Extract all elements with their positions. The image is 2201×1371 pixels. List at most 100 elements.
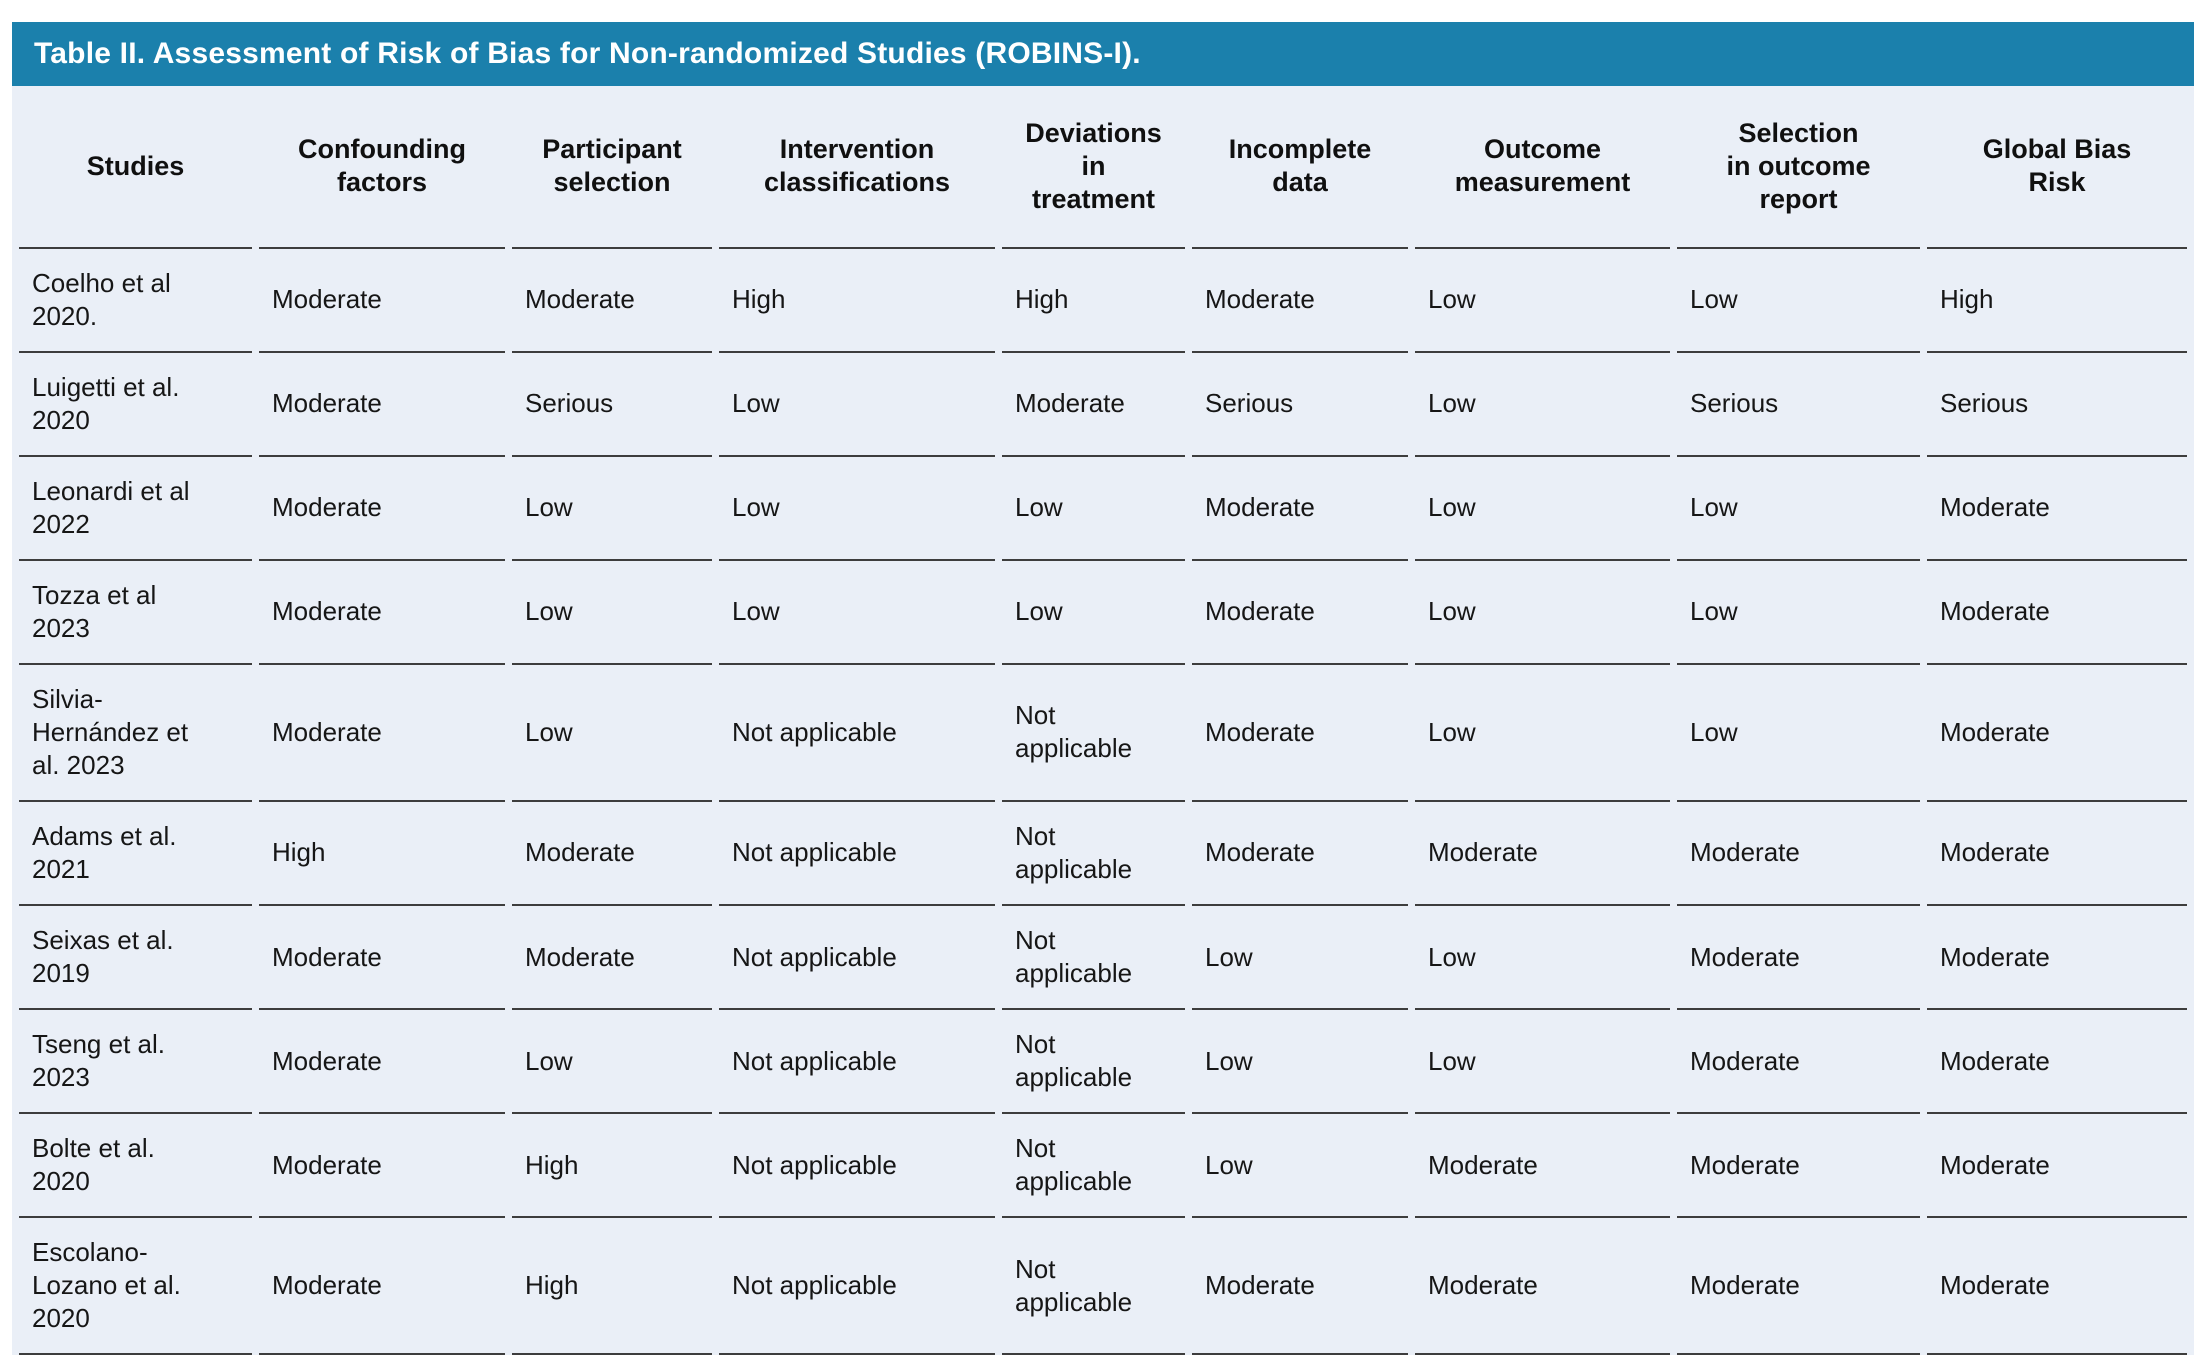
cell-value: Low [1192,906,1408,1011]
cell-value: Moderate [1677,1114,1920,1219]
cell-value: Moderate [1927,802,2187,907]
cell-value: Moderate [1927,665,2187,802]
cell-value: Not applicable [719,802,995,907]
table-title-bar: Table II. Assessment of Risk of Bias for… [12,22,2194,86]
cell-value: Not applicable [1002,906,1185,1011]
column-header-global-bias-risk: Global Bias Risk [1927,86,2187,249]
cell-value: Serious [512,353,712,457]
cell-study: Escolano- Lozano et al. 2020 [19,1218,252,1356]
table-title: Table II. Assessment of Risk of Bias for… [34,37,1141,70]
table-row: Luigetti et al. 2020 Moderate Serious Lo… [19,353,2187,457]
cell-value: Not applicable [1002,1114,1185,1219]
cell-study: Coelho et al 2020. [19,249,252,353]
cell-value: High [719,249,995,353]
cell-value: High [512,1114,712,1219]
cell-value: Moderate [1677,906,1920,1011]
cell-value: Moderate [1927,1010,2187,1115]
table-row: Tozza et al 2023 Moderate Low Low Low Mo… [19,561,2187,665]
cell-value: Not applicable [1002,802,1185,907]
cell-value: Moderate [259,561,505,665]
header-row: Studies Confounding factors Participant … [19,86,2187,249]
cell-value: Not applicable [1002,1010,1185,1115]
cell-value: Moderate [512,249,712,353]
cell-value: Low [1415,249,1670,353]
cell-value: Low [512,561,712,665]
cell-value: High [259,802,505,907]
cell-value: Low [1002,561,1185,665]
cell-value: High [512,1218,712,1356]
table-row: Leonardi et al 2022 Moderate Low Low Low… [19,457,2187,561]
robins-risk-of-bias-table: Studies Confounding factors Participant … [12,86,2194,1356]
column-header-outcome-measurement: Outcome measurement [1415,86,1670,249]
cell-value: Low [719,353,995,457]
cell-value: Low [1415,906,1670,1011]
cell-study: Adams et al. 2021 [19,802,252,907]
cell-value: Moderate [1192,665,1408,802]
cell-value: Moderate [259,457,505,561]
column-header-intervention-classifications: Intervention classifications [719,86,995,249]
cell-value: Low [1192,1114,1408,1219]
cell-value: Low [1415,353,1670,457]
cell-value: Low [512,457,712,561]
table-row: Coelho et al 2020. Moderate Moderate Hig… [19,249,2187,353]
cell-value: High [1002,249,1185,353]
cell-value: Low [1415,457,1670,561]
cell-value: Moderate [1927,1114,2187,1219]
cell-value: Moderate [512,802,712,907]
column-header-confounding-factors: Confounding factors [259,86,505,249]
cell-value: Moderate [1192,561,1408,665]
cell-study: Bolte et al. 2020 [19,1114,252,1219]
cell-value: Serious [1192,353,1408,457]
table-row: Tseng et al. 2023 Moderate Low Not appli… [19,1010,2187,1115]
cell-value: Low [1415,665,1670,802]
cell-value: Moderate [1192,1218,1408,1356]
cell-value: Moderate [1677,1010,1920,1115]
cell-study: Seixas et al. 2019 [19,906,252,1011]
cell-value: Serious [1677,353,1920,457]
cell-value: Moderate [1192,457,1408,561]
cell-value: Serious [1927,353,2187,457]
cell-value: Not applicable [1002,665,1185,802]
cell-value: Moderate [1927,561,2187,665]
cell-value: Low [512,665,712,802]
cell-value: Moderate [1415,802,1670,907]
cell-value: Moderate [1927,1218,2187,1356]
table-row: Bolte et al. 2020 Moderate High Not appl… [19,1114,2187,1219]
cell-value: Moderate [1677,1218,1920,1356]
column-header-deviations-in-treatment: Deviations in treatment [1002,86,1185,249]
cell-value: High [1927,249,2187,353]
cell-value: Moderate [1927,906,2187,1011]
cell-value: Low [512,1010,712,1115]
cell-value: Low [1677,561,1920,665]
cell-value: Not applicable [719,1010,995,1115]
cell-value: Moderate [259,249,505,353]
cell-value: Low [1677,249,1920,353]
cell-value: Moderate [1192,802,1408,907]
cell-value: Not applicable [719,1218,995,1356]
cell-value: Moderate [1002,353,1185,457]
cell-value: Low [1677,457,1920,561]
cell-study: Leonardi et al 2022 [19,457,252,561]
cell-value: Moderate [259,665,505,802]
cell-value: Low [719,457,995,561]
column-header-participant-selection: Participant selection [512,86,712,249]
document-page: Table II. Assessment of Risk of Bias for… [12,22,2194,1356]
cell-value: Moderate [1415,1218,1670,1356]
cell-value: Not applicable [719,665,995,802]
cell-value: Moderate [259,1218,505,1356]
cell-study: Silvia- Hernández et al. 2023 [19,665,252,802]
cell-value: Low [1002,457,1185,561]
column-header-selection-in-outcome-report: Selection in outcome report [1677,86,1920,249]
cell-value: Moderate [512,906,712,1011]
cell-value: Not applicable [719,1114,995,1219]
cell-study: Luigetti et al. 2020 [19,353,252,457]
cell-value: Not applicable [719,906,995,1011]
cell-value: Not applicable [1002,1218,1185,1356]
cell-value: Moderate [259,1010,505,1115]
cell-value: Low [1415,561,1670,665]
cell-value: Moderate [1927,457,2187,561]
table-row: Escolano- Lozano et al. 2020 Moderate Hi… [19,1218,2187,1356]
cell-value: Moderate [259,353,505,457]
cell-value: Moderate [1677,802,1920,907]
table-row: Silvia- Hernández et al. 2023 Moderate L… [19,665,2187,802]
